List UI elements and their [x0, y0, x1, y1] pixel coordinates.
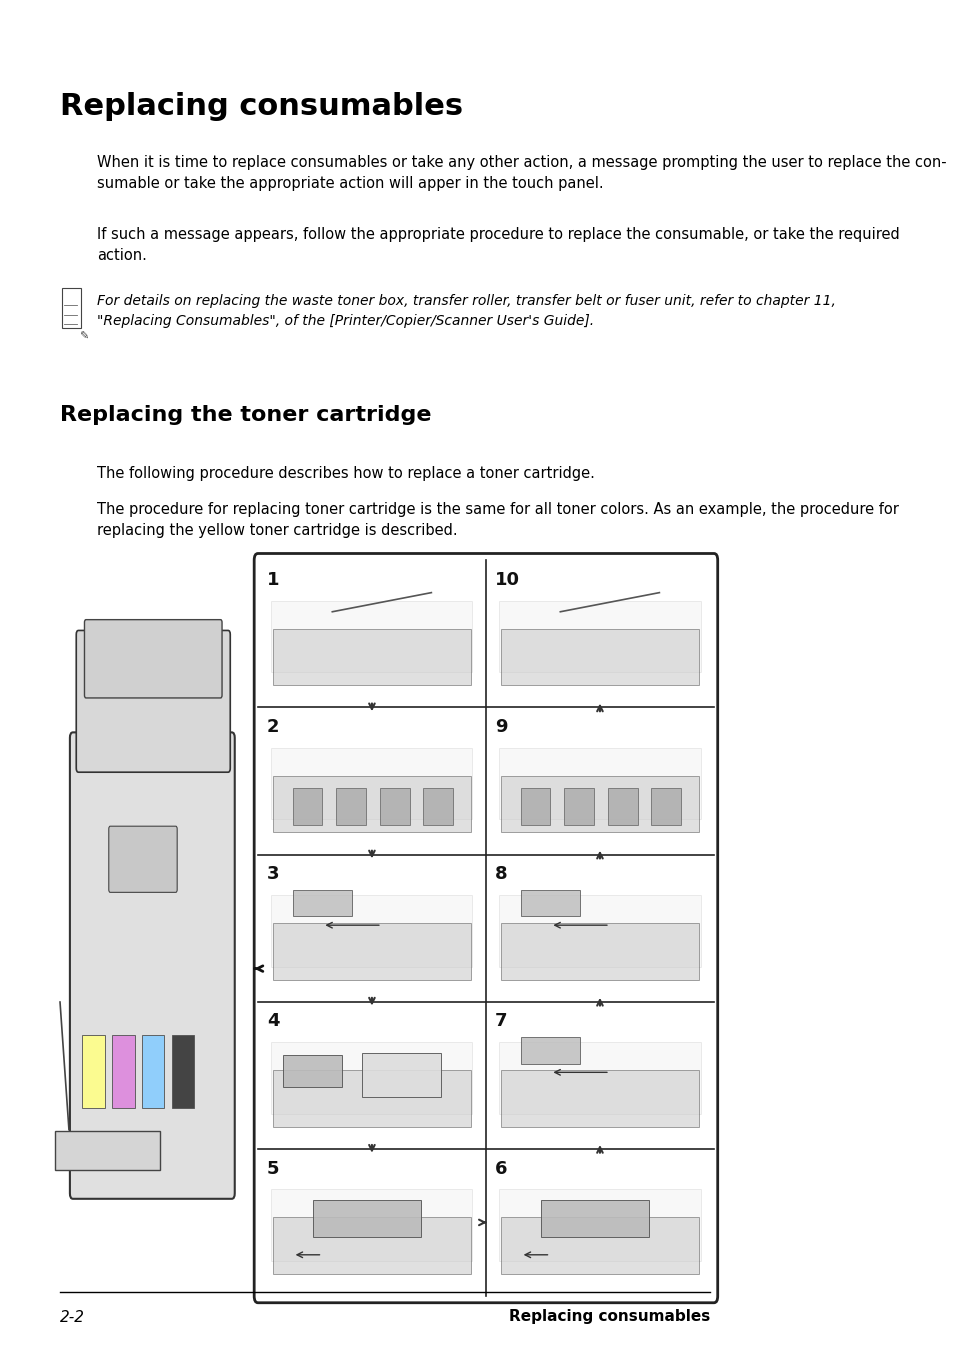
- Text: Replacing the toner cartridge: Replacing the toner cartridge: [60, 405, 431, 425]
- FancyBboxPatch shape: [85, 620, 222, 698]
- FancyBboxPatch shape: [62, 288, 81, 328]
- Bar: [500, 923, 699, 980]
- Text: 2: 2: [267, 718, 279, 736]
- FancyArrowPatch shape: [60, 1002, 69, 1130]
- Text: 7: 7: [495, 1012, 507, 1030]
- Text: The following procedure describes how to replace a toner cartridge.: The following procedure describes how to…: [97, 466, 595, 481]
- FancyBboxPatch shape: [70, 732, 234, 1199]
- FancyBboxPatch shape: [271, 895, 472, 967]
- Text: Replacing consumables: Replacing consumables: [60, 92, 462, 120]
- Text: When it is time to replace consumables or take any other action, a message promp: When it is time to replace consumables o…: [97, 155, 945, 192]
- Text: 9: 9: [495, 718, 507, 736]
- Bar: [293, 788, 322, 825]
- FancyBboxPatch shape: [271, 1189, 472, 1261]
- Text: The procedure for replacing toner cartridge is the same for all toner colors. As: The procedure for replacing toner cartri…: [97, 502, 898, 539]
- Bar: [273, 923, 471, 980]
- Text: 1: 1: [267, 571, 279, 589]
- Bar: [112, 1035, 134, 1108]
- Bar: [293, 890, 352, 917]
- Text: 8: 8: [495, 865, 507, 883]
- Bar: [273, 776, 471, 833]
- Bar: [172, 1035, 194, 1108]
- Text: 10: 10: [495, 571, 519, 589]
- FancyBboxPatch shape: [498, 895, 700, 967]
- Bar: [313, 1200, 421, 1237]
- Bar: [423, 788, 453, 825]
- Bar: [500, 1071, 699, 1127]
- Text: Replacing consumables: Replacing consumables: [509, 1310, 709, 1324]
- Text: ✎: ✎: [79, 332, 89, 342]
- FancyBboxPatch shape: [271, 748, 472, 819]
- FancyBboxPatch shape: [498, 1042, 700, 1114]
- FancyBboxPatch shape: [271, 1042, 472, 1114]
- FancyBboxPatch shape: [498, 748, 700, 819]
- FancyBboxPatch shape: [498, 1189, 700, 1261]
- Bar: [361, 1053, 441, 1098]
- Bar: [282, 1054, 342, 1087]
- Bar: [500, 1218, 699, 1274]
- Bar: [273, 1218, 471, 1274]
- Bar: [607, 788, 637, 825]
- Text: If such a message appears, follow the appropriate procedure to replace the consu: If such a message appears, follow the ap…: [97, 227, 899, 263]
- Bar: [335, 788, 366, 825]
- Text: 2-2: 2-2: [60, 1310, 85, 1324]
- Text: 3: 3: [267, 865, 279, 883]
- Text: 4: 4: [267, 1012, 279, 1030]
- FancyBboxPatch shape: [498, 601, 700, 672]
- FancyBboxPatch shape: [271, 601, 472, 672]
- Text: 5: 5: [267, 1160, 279, 1177]
- Text: For details on replacing the waste toner box, transfer roller, transfer belt or : For details on replacing the waste toner…: [97, 294, 835, 328]
- Bar: [520, 788, 550, 825]
- Bar: [273, 629, 471, 686]
- Text: 6: 6: [495, 1160, 507, 1177]
- Bar: [520, 1037, 579, 1064]
- FancyBboxPatch shape: [253, 554, 717, 1303]
- Bar: [564, 788, 594, 825]
- FancyBboxPatch shape: [76, 630, 230, 772]
- Bar: [142, 1035, 164, 1108]
- Bar: [540, 1200, 649, 1237]
- Bar: [651, 788, 680, 825]
- Bar: [82, 1035, 105, 1108]
- Bar: [273, 1071, 471, 1127]
- FancyBboxPatch shape: [109, 826, 177, 892]
- Bar: [520, 890, 579, 917]
- FancyBboxPatch shape: [55, 1131, 159, 1170]
- Bar: [500, 776, 699, 833]
- Bar: [500, 629, 699, 686]
- Bar: [379, 788, 409, 825]
